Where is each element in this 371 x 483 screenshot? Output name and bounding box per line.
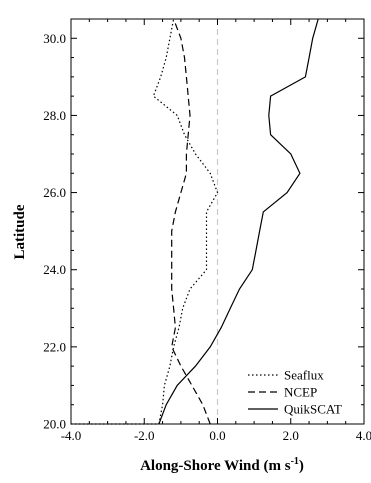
series-line-seaflux	[71, 18, 219, 425]
x-axis-title: Along-Shore Wind (m s-1)	[140, 456, 304, 474]
legend-label-seaflux: Seaflux	[284, 368, 324, 383]
y-tick-label: 20.0	[43, 417, 66, 432]
y-tick-label: 28.0	[43, 108, 66, 123]
legend: Seaflux NCEP QuikSCAT	[248, 368, 342, 417]
x-tick-label: -2.0	[134, 428, 155, 443]
x-tick-label: -4.0	[61, 428, 82, 443]
legend-label-quikscat: QuikSCAT	[284, 402, 342, 417]
series-line-quikscat	[158, 18, 319, 425]
y-tick-label: 22.0	[43, 339, 66, 354]
x-tick-label: 4.0	[356, 428, 371, 443]
series-line-ncep	[171, 18, 211, 425]
series-layer	[71, 18, 319, 425]
legend-label-ncep: NCEP	[284, 385, 317, 400]
y-tick-label: 26.0	[43, 185, 66, 200]
x-tick-label: 0.0	[209, 428, 225, 443]
x-tick-label: 2.0	[283, 428, 299, 443]
y-tick-label: 24.0	[43, 262, 66, 277]
y-axis-ticks: 20.0 22.0 24.0 26.0 28.0 30.0	[43, 31, 364, 432]
x-axis-ticks: -4.0 -2.0 0.0 2.0 4.0	[61, 19, 371, 443]
y-axis-title: Latitude	[12, 204, 28, 259]
y-tick-label: 30.0	[43, 31, 66, 46]
